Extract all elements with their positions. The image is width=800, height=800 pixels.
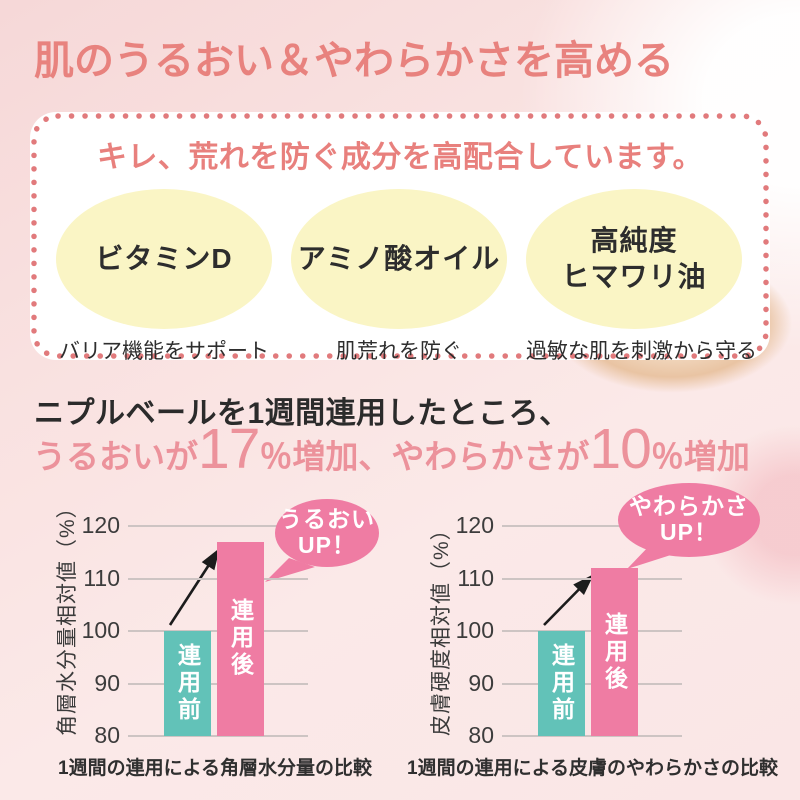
page-title: 肌のうるおい＆やわらかさを高める <box>34 39 674 83</box>
y-tick-label: 90 <box>94 669 120 696</box>
ingredient-ellipse-amino-oil: アミノ酸オイル <box>291 189 507 329</box>
y-tick-label: 100 <box>455 617 494 643</box>
y-tick-label: 80 <box>94 722 120 748</box>
y-tick-label: 110 <box>457 564 494 591</box>
gridline <box>502 525 682 527</box>
benefit-label: 肌荒れを防ぐ <box>336 340 462 363</box>
chart-caption: 1週間の連用による角層水分量の比較 <box>58 758 372 779</box>
bar-chart-softness: 皮膚硬度相対値（%） 80 90 100 110 120 連用前 連用後 やわらかさ UP！… <box>404 480 778 800</box>
y-tick-label: 100 <box>81 617 120 643</box>
bar-category-label: 連用後 <box>227 598 254 680</box>
ingredient-name: ビタミンD <box>95 242 233 274</box>
bar-連用前 <box>164 631 211 736</box>
chart-caption: 1週間の連用による皮膚のやわらかさの比較 <box>407 758 778 779</box>
result-segment: やわらかさが <box>391 438 590 475</box>
result-unit: ％増加 <box>650 438 750 475</box>
dotted-border <box>31 113 769 359</box>
bar-chart-moisture: 角層水分量相対値（%） 80 90 100 110 120 連用前 連用後 うるおい UP！… <box>30 480 400 800</box>
gridline <box>128 525 308 527</box>
callout-text: うるおい UP！ <box>279 506 375 558</box>
bar-category-label: 連用前 <box>174 643 201 724</box>
y-tick-label: 120 <box>455 512 494 538</box>
bar-連用前 <box>538 631 585 736</box>
y-tick-label: 110 <box>83 564 120 591</box>
ingredient-row: ビタミンD アミノ酸オイル 高純度 ヒマワリ油 <box>30 189 770 329</box>
callout-bubble-softness: やわらかさ UP！ <box>618 483 760 557</box>
ingredient-ellipse-vitamin-d: ビタミンD <box>56 189 272 329</box>
gridline <box>502 735 682 737</box>
result-number-moisture: 17 <box>198 417 260 481</box>
benefit-label: 過敏な肌を刺激から守る <box>526 340 757 363</box>
result-number-softness: 10 <box>589 417 651 481</box>
y-tick-label: 120 <box>81 512 120 538</box>
bar-category-label: 連用後 <box>601 611 628 693</box>
benefit-label: バリア機能をサポート <box>59 340 269 363</box>
bar-連用後 <box>217 541 264 736</box>
bar-category-label: 連用前 <box>548 643 575 724</box>
bar-連用後 <box>591 568 638 736</box>
callout-text: やわらかさ UP！ <box>629 493 749 545</box>
result-unit: ％増加、 <box>259 438 392 475</box>
ingredient-name: アミノ酸オイル <box>297 242 501 274</box>
study-intro-text: ニプルベールを1週間連用したところ、 <box>34 397 570 430</box>
gridline <box>128 735 308 737</box>
ingredient-ellipse-sunflower-oil: 高純度 ヒマワリ油 <box>526 189 742 329</box>
box-heading: キレ、荒れを防ぐ成分を高配合しています。 <box>96 141 704 174</box>
y-tick-label: 80 <box>468 722 494 748</box>
y-tick-label: 90 <box>468 669 494 696</box>
benefit-row: バリア機能をサポート 肌荒れを防ぐ 過敏な肌を刺激から守る <box>30 335 770 365</box>
increase-arrow-shaft <box>168 562 212 626</box>
ingredient-name: 高純度 ヒマワリ油 <box>561 224 707 292</box>
callout-bubble-moisture: うるおい UP！ <box>275 499 379 567</box>
result-segment: うるおいが <box>33 438 198 475</box>
ingredients-box: キレ、荒れを防ぐ成分を高配合しています。 ビタミンD アミノ酸オイル 高純度 ヒ… <box>30 112 770 363</box>
increase-arrow-shaft <box>543 585 583 626</box>
